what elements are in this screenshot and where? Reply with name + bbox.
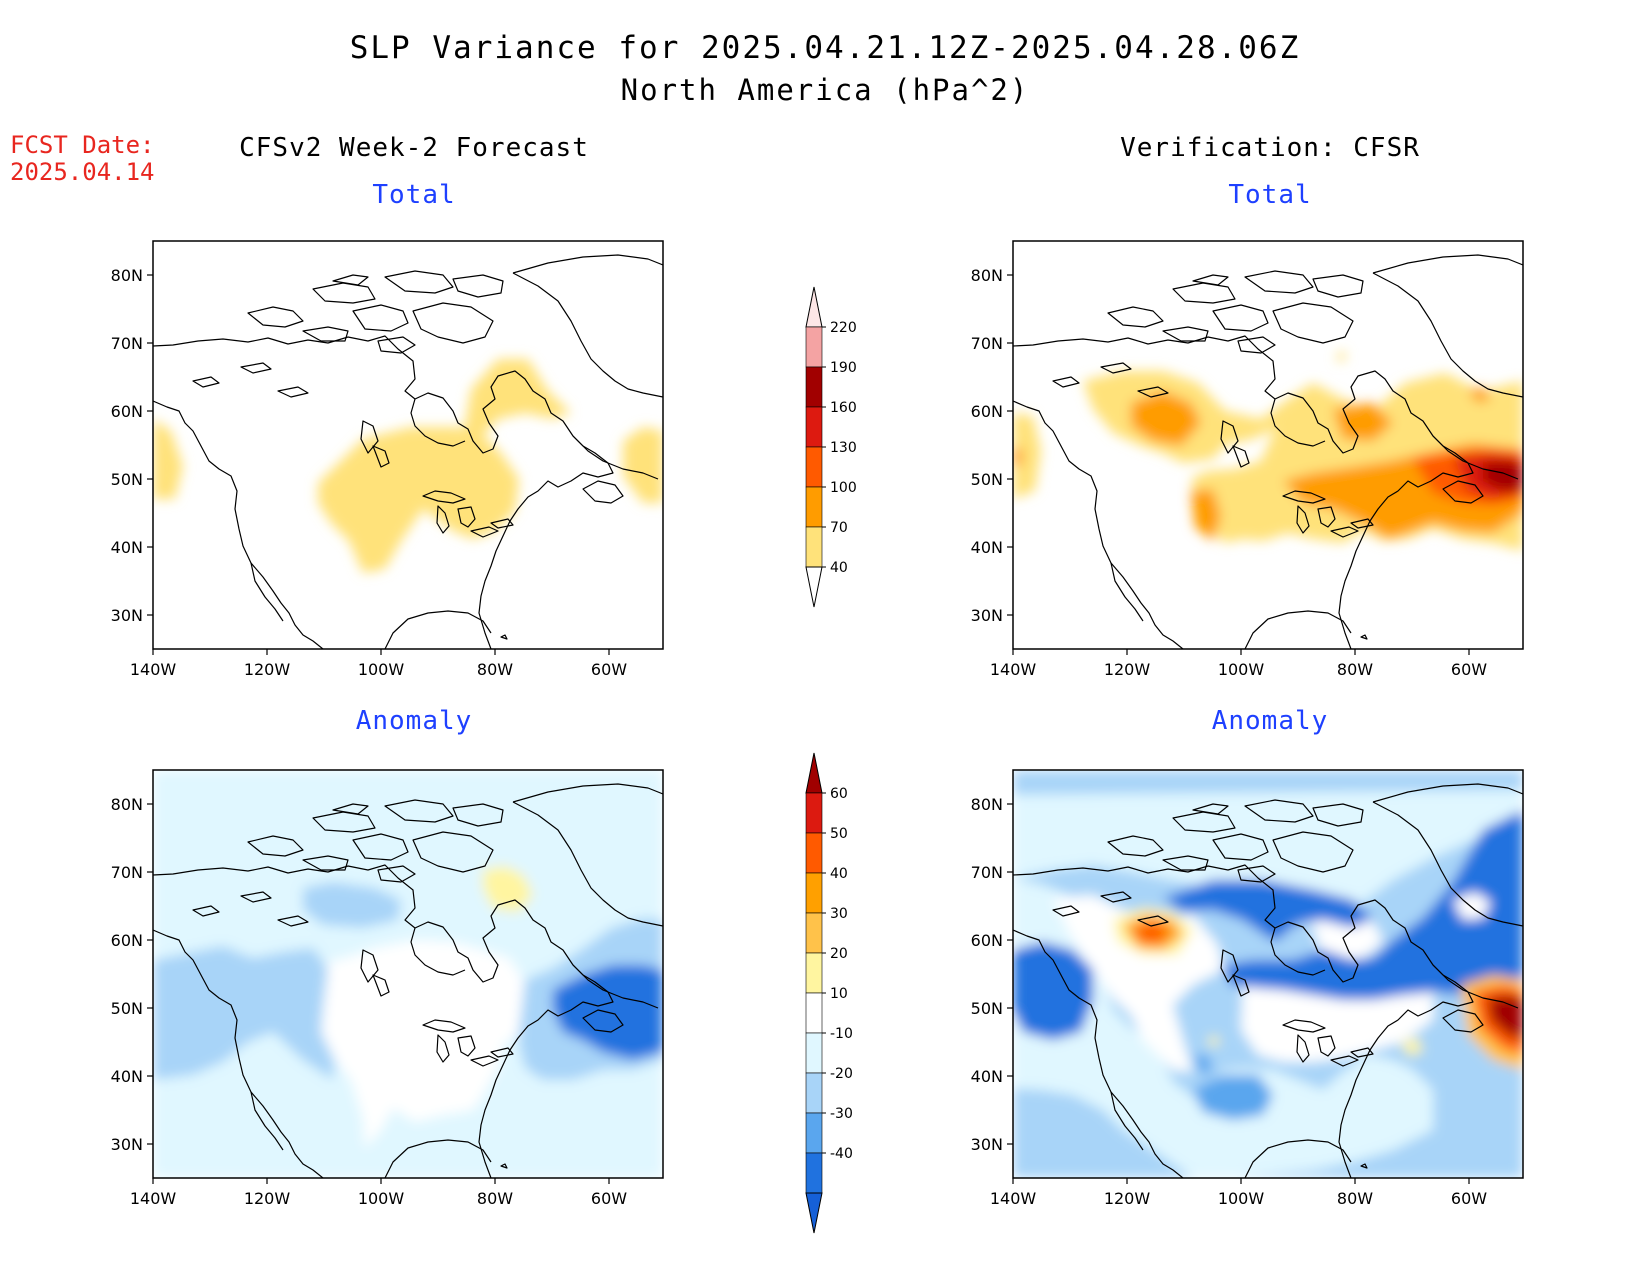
verification-total-title: Total: [1228, 180, 1312, 210]
lat-label: 50N: [111, 470, 143, 489]
lat-label: 40N: [971, 538, 1003, 557]
colorbar-anomaly-swatch: [805, 1032, 823, 1074]
verification-total-map: 80N 70N 60N 50N 40N 30N 140W 120W 100W 80W 60W: [971, 240, 1524, 679]
colorbar-total-swatch: [805, 446, 823, 488]
lat-label: 30N: [971, 1135, 1003, 1154]
colorbar-anomaly-swatch: [805, 952, 823, 994]
colorbar-anomaly-swatch: [805, 912, 823, 954]
colorbar-anomaly-label: -10: [830, 1026, 853, 1042]
lat-label: 40N: [971, 1067, 1003, 1086]
main-subtitle: North America (hPa^2): [620, 73, 1030, 107]
colorbar-anomaly-label: 20: [830, 946, 848, 962]
lon-label: 100W: [358, 1189, 405, 1208]
lon-label: 140W: [130, 660, 177, 679]
forecast-anomaly-map: 80N 70N 60N 50N 40N 30N 140W 120W 100W 80W 60W: [111, 769, 664, 1208]
colorbar-total-label: 190: [830, 360, 857, 376]
colorbar-anomaly-label: -40: [830, 1146, 853, 1162]
lat-label: 40N: [111, 1067, 143, 1086]
colorbar-total-label: 100: [830, 480, 857, 496]
lon-label: 120W: [1104, 660, 1151, 679]
lat-label: 30N: [971, 606, 1003, 625]
colorbar-total-label: 220: [830, 320, 857, 336]
lon-label: 140W: [990, 660, 1037, 679]
colorbar-anomaly-swatch: [805, 872, 823, 914]
forecast-total-title: Total: [372, 180, 456, 210]
colorbar-anomaly-label: 40: [830, 866, 848, 882]
lon-label: 100W: [1218, 1189, 1265, 1208]
lat-label: 50N: [971, 470, 1003, 489]
lat-label: 80N: [971, 795, 1003, 814]
colorbar-anomaly-label: 60: [830, 786, 848, 802]
colorbar-anomaly-bottom-arrow: [805, 1192, 823, 1234]
forecast-total-map: 80N 70N 60N 50N 40N 30N 140W 120W 100W 80W 60W: [111, 240, 664, 679]
colorbar-anomaly-label: -30: [830, 1106, 853, 1122]
verification-anomaly-map: 80N 70N 60N 50N 40N 30N 140W 120W 100W 80W 60W: [971, 769, 1524, 1208]
colorbar-total-label: 130: [830, 440, 857, 456]
lon-label: 120W: [244, 1189, 291, 1208]
colorbar-total-bottom-arrow: [805, 566, 823, 608]
colorbar-total-label: 70: [830, 520, 848, 536]
colorbar-anomaly-swatch: [805, 1072, 823, 1114]
forecast-anomaly-title: Anomaly: [355, 706, 473, 736]
lat-label: 70N: [971, 334, 1003, 353]
colorbar-anomaly-label: -20: [830, 1066, 853, 1082]
total-colorbar: 220 190 160 130 100 70 40: [805, 286, 857, 608]
fcst-label: FCST Date:: [10, 131, 155, 159]
colorbar-anomaly-swatch: [805, 792, 823, 834]
colorbar-total-swatch: [805, 406, 823, 448]
lat-label: 70N: [111, 863, 143, 882]
lat-label: 60N: [971, 402, 1003, 421]
verification-anomaly-title: Anomaly: [1211, 706, 1329, 736]
lon-label: 120W: [244, 660, 291, 679]
lat-label: 80N: [111, 266, 143, 285]
colorbar-total-swatch: [805, 486, 823, 528]
anomaly-colorbar: 60 50 40 30 20 10 -10 -20 -30 -40: [805, 752, 853, 1234]
lon-label: 60W: [1451, 660, 1487, 679]
colorbar-anomaly-label: 30: [830, 906, 848, 922]
colorbar-anomaly-label: 50: [830, 826, 848, 842]
colorbar-anomaly-swatch: [805, 992, 823, 1034]
lon-label: 140W: [130, 1189, 177, 1208]
lat-label: 40N: [111, 538, 143, 557]
lat-label: 80N: [111, 795, 143, 814]
lon-label: 100W: [1218, 660, 1265, 679]
lat-label: 70N: [111, 334, 143, 353]
colorbar-total-swatch: [805, 326, 823, 368]
lon-label: 80W: [1337, 1189, 1373, 1208]
lon-label: 80W: [477, 1189, 513, 1208]
colorbar-anomaly-swatch: [805, 832, 823, 874]
lat-label: 50N: [111, 999, 143, 1018]
lon-label: 120W: [1104, 1189, 1151, 1208]
main-title: SLP Variance for 2025.04.21.12Z-2025.04.…: [349, 30, 1301, 66]
colorbar-anomaly-label: 10: [830, 986, 848, 1002]
lon-label: 80W: [1337, 660, 1373, 679]
fcst-date: 2025.04.14: [10, 158, 155, 186]
colorbar-total-swatch: [805, 366, 823, 408]
colorbar-total-label: 160: [830, 400, 857, 416]
lat-label: 70N: [971, 863, 1003, 882]
lat-label: 60N: [971, 931, 1003, 950]
colorbar-anomaly-swatch: [805, 1152, 823, 1194]
lon-label: 60W: [1451, 1189, 1487, 1208]
lon-label: 60W: [591, 660, 627, 679]
lon-label: 60W: [591, 1189, 627, 1208]
colorbar-total-swatch: [805, 526, 823, 568]
colorbar-anomaly-top-arrow: [805, 752, 823, 794]
lon-label: 100W: [358, 660, 405, 679]
lat-label: 60N: [111, 402, 143, 421]
colorbar-anomaly-swatch: [805, 1112, 823, 1154]
lon-label: 140W: [990, 1189, 1037, 1208]
lat-label: 30N: [111, 1135, 143, 1154]
lat-label: 50N: [971, 999, 1003, 1018]
lat-label: 60N: [111, 931, 143, 950]
lon-label: 80W: [477, 660, 513, 679]
lat-label: 80N: [971, 266, 1003, 285]
colorbar-total-label: 40: [830, 560, 848, 576]
forecast-column-title: CFSv2 Week-2 Forecast: [239, 133, 589, 163]
lat-label: 30N: [111, 606, 143, 625]
verification-column-title: Verification: CFSR: [1120, 133, 1420, 163]
colorbar-total-top-arrow: [805, 286, 823, 328]
